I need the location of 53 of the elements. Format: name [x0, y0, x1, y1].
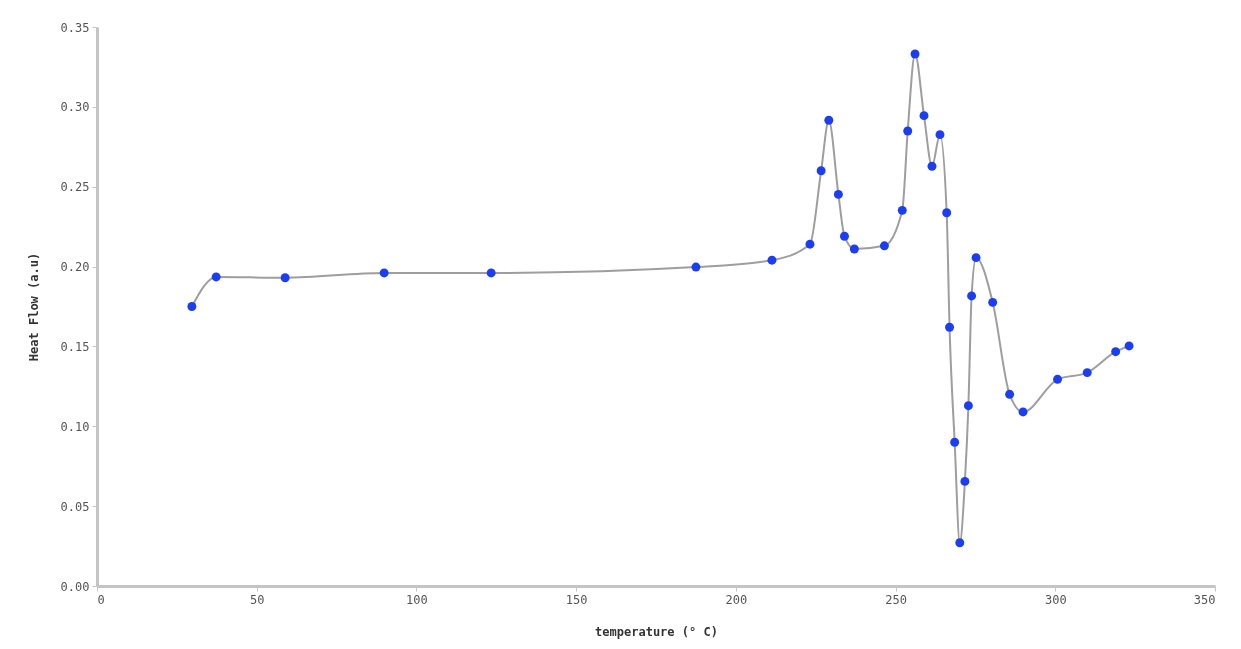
x-tick-label: 250: [885, 592, 907, 607]
point: [379, 268, 389, 278]
point: [211, 272, 221, 282]
point: [816, 166, 826, 176]
point: [910, 49, 920, 59]
point: [691, 262, 701, 272]
point: [805, 239, 815, 249]
x-tick-label: 50: [249, 592, 265, 607]
point: [903, 126, 913, 136]
y-tick-label: 0.25: [60, 180, 90, 195]
point: [988, 297, 998, 307]
point: [1082, 368, 1092, 378]
x-tick-label: 100: [406, 592, 428, 607]
y-tick-label: 0.00: [60, 579, 90, 594]
y-axis-title: Heat Flow (a.u): [26, 252, 41, 362]
point: [1053, 374, 1062, 384]
point: [187, 302, 197, 311]
point: [971, 253, 981, 263]
point: [935, 130, 945, 140]
y-tick-label: 0.35: [60, 20, 90, 35]
point: [950, 437, 960, 447]
point: [963, 401, 973, 411]
point: [942, 208, 952, 218]
x-tick-label: 200: [725, 592, 748, 607]
point: [897, 205, 907, 215]
point: [955, 538, 965, 548]
point: [280, 273, 290, 283]
point: [1124, 341, 1134, 351]
y-tick-label: 0.30: [60, 100, 90, 115]
x-tick-label: 300: [1044, 592, 1067, 607]
point: [839, 231, 849, 241]
point: [1018, 407, 1028, 417]
point: [879, 241, 889, 251]
y-tick-label: 0.15: [60, 339, 90, 354]
point: [919, 111, 929, 121]
x-axis-title: temperature (° C): [595, 624, 718, 639]
point: [767, 255, 777, 265]
point: [833, 189, 843, 199]
y-tick-label: 0.10: [60, 419, 90, 434]
point: [927, 161, 937, 171]
x-tick-label: 0: [97, 592, 105, 607]
point: [824, 115, 834, 125]
point: [1005, 389, 1015, 399]
point: [849, 244, 859, 254]
y-tick-label: 0.05: [60, 499, 90, 514]
x-tick-label: 150: [565, 592, 588, 607]
point: [960, 476, 970, 486]
x-tick-label: 350: [1193, 592, 1216, 607]
point: [967, 291, 977, 301]
point: [486, 268, 496, 278]
y-tick-label: 0.20: [60, 260, 90, 275]
point: [1111, 347, 1121, 357]
point: [945, 322, 955, 332]
